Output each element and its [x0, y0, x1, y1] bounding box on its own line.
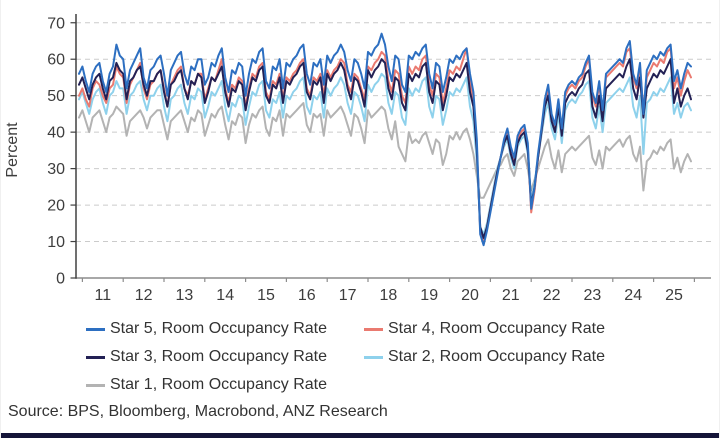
legend-item-star-3: Star 3, Room Occupancy Rate	[86, 347, 364, 367]
x-tick-label: 12	[135, 287, 153, 304]
legend-item-star-5: Star 5, Room Occupancy Rate	[86, 319, 364, 339]
x-tick-label: 11	[94, 287, 111, 304]
x-tick-label: 14	[216, 287, 234, 304]
legend-label: Star 5, Room Occupancy Rate	[110, 320, 327, 337]
legend-label: Star 1, Room Occupancy Rate	[110, 376, 327, 393]
series-line-star-2	[78, 72, 692, 236]
y-tick-label: 70	[47, 15, 65, 32]
legend-label: Star 4, Room Occupancy Rate	[388, 320, 605, 337]
x-tick-label: 15	[257, 287, 275, 304]
legend-swatch-icon	[86, 327, 105, 331]
x-tick-label: 13	[176, 287, 194, 304]
y-tick-label: 0	[56, 271, 65, 288]
source-text: Source: BPS, Bloomberg, Macrobond, ANZ R…	[8, 403, 388, 420]
legend-swatch-icon	[86, 355, 105, 359]
x-tick-label: 21	[502, 287, 520, 304]
legend-swatch-icon	[86, 383, 105, 387]
series-line-star-3	[78, 58, 692, 239]
legend-swatch-icon	[364, 327, 383, 331]
x-tick-label: 22	[543, 287, 561, 304]
y-tick-label: 30	[47, 161, 65, 178]
x-tick-label: 19	[420, 287, 438, 304]
series-line-star-5	[78, 32, 692, 247]
x-tick-label: 25	[665, 287, 683, 304]
y-tick-label: 50	[47, 88, 65, 105]
x-tick-label: 23	[584, 287, 602, 304]
legend-item-star-2: Star 2, Room Occupancy Rate	[364, 347, 605, 367]
y-tick-label: 10	[47, 234, 65, 251]
x-tick-label: 17	[339, 287, 357, 304]
y-tick-label: 60	[47, 52, 65, 69]
y-tick-label: 40	[47, 125, 65, 142]
x-tick-label: 24	[624, 287, 642, 304]
x-tick-label: 20	[461, 287, 479, 304]
x-tick-label: 16	[298, 287, 316, 304]
x-tick-label: 18	[380, 287, 398, 304]
occupancy-line-chart: 11 12 13 14 15 16 17 18 19 20 21 22 23 24 25 0 10 20 30 40 5…	[4, 14, 711, 304]
legend-item-star-1: Star 1, Room Occupancy Rate	[86, 375, 364, 395]
footer-bar	[1, 433, 719, 438]
legend-swatch-icon	[364, 355, 383, 359]
y-axis-title: Percent	[4, 122, 21, 178]
chart-legend: Star 5, Room Occupancy Rate Star 4, Room …	[86, 319, 605, 395]
legend-label: Star 3, Room Occupancy Rate	[110, 348, 327, 365]
legend-item-star-4: Star 4, Room Occupancy Rate	[364, 319, 605, 339]
legend-label: Star 2, Room Occupancy Rate	[388, 348, 605, 365]
y-tick-label: 20	[47, 198, 65, 215]
series-line-star-1	[78, 102, 692, 199]
